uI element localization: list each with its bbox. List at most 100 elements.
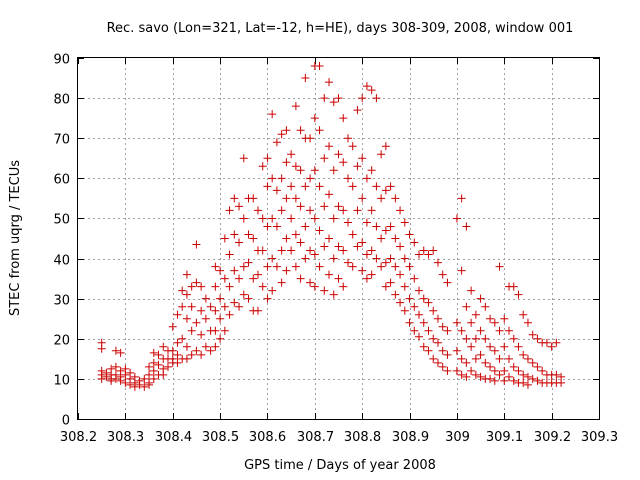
data-point — [258, 162, 267, 171]
data-point — [490, 376, 499, 385]
data-point — [182, 290, 191, 299]
data-point — [424, 298, 433, 307]
data-point — [367, 270, 376, 279]
data-point — [149, 358, 158, 367]
data-point — [467, 342, 476, 351]
data-point — [287, 182, 296, 191]
data-point — [310, 282, 319, 291]
data-point — [339, 114, 348, 123]
x-tick-label: 308.9 — [392, 430, 429, 445]
data-point — [443, 278, 452, 287]
data-point — [377, 150, 386, 159]
data-point — [348, 262, 357, 271]
y-axis-label: STEC from uqrg / TECUs — [8, 160, 23, 316]
data-point — [424, 250, 433, 259]
data-point — [320, 94, 329, 103]
data-point — [400, 254, 409, 263]
data-point — [149, 374, 158, 383]
data-point — [182, 342, 191, 351]
data-point — [306, 134, 315, 143]
x-tick-label: 308.4 — [155, 430, 192, 445]
data-point — [230, 194, 239, 203]
data-point — [358, 238, 367, 247]
data-point — [211, 342, 220, 351]
data-point — [291, 162, 300, 171]
data-point — [306, 206, 315, 215]
data-point — [211, 282, 220, 291]
data-point — [277, 206, 286, 215]
data-point — [523, 318, 532, 327]
data-point — [362, 218, 371, 227]
data-point — [386, 222, 395, 231]
data-point — [552, 370, 561, 379]
data-point — [509, 362, 518, 371]
data-point — [377, 234, 386, 243]
data-point — [211, 326, 220, 335]
data-point — [310, 214, 319, 223]
data-point — [343, 174, 352, 183]
data-point — [315, 126, 324, 135]
data-point — [230, 298, 239, 307]
data-point — [509, 282, 518, 291]
data-point — [343, 218, 352, 227]
x-tick-label: 308.8 — [344, 430, 381, 445]
data-point — [253, 306, 262, 315]
data-point — [410, 326, 419, 335]
data-point — [362, 250, 371, 259]
data-point — [452, 346, 461, 355]
data-point — [533, 376, 542, 385]
data-point — [249, 274, 258, 283]
data-point — [230, 266, 239, 275]
data-point — [410, 238, 419, 247]
data-point — [258, 282, 267, 291]
data-point — [500, 314, 509, 323]
data-point — [523, 354, 532, 363]
data-point — [381, 282, 390, 291]
data-point — [438, 322, 447, 331]
data-point — [405, 318, 414, 327]
data-point — [486, 342, 495, 351]
data-point — [467, 318, 476, 327]
data-point — [505, 372, 514, 381]
data-point — [159, 342, 168, 351]
data-point — [277, 278, 286, 287]
data-point — [192, 278, 201, 287]
data-point — [429, 334, 438, 343]
data-point — [481, 302, 490, 311]
data-point — [353, 206, 362, 215]
data-point — [306, 246, 315, 255]
data-point — [462, 358, 471, 367]
data-point — [381, 142, 390, 151]
data-point — [277, 174, 286, 183]
data-point — [182, 270, 191, 279]
data-point — [528, 358, 537, 367]
x-tick-label: 308.3 — [107, 430, 144, 445]
data-point — [514, 290, 523, 299]
data-point — [391, 290, 400, 299]
data-point — [329, 254, 338, 263]
data-point — [467, 366, 476, 375]
data-point — [249, 194, 258, 203]
data-point — [296, 238, 305, 247]
data-point — [519, 310, 528, 319]
data-point — [429, 306, 438, 315]
data-point — [258, 214, 267, 223]
data-point — [126, 380, 135, 389]
data-point — [542, 338, 551, 347]
y-tick-label: 40 — [53, 254, 70, 269]
data-point — [173, 310, 182, 319]
data-point — [500, 342, 509, 351]
y-tick-labels: 0 10 20 30 40 50 60 70 80 90 — [53, 53, 70, 429]
data-point — [481, 358, 490, 367]
data-point — [358, 266, 367, 275]
data-point — [301, 254, 310, 263]
data-point — [206, 302, 215, 311]
data-point — [282, 266, 291, 275]
data-point — [315, 62, 324, 71]
data-point — [154, 360, 163, 369]
data-point — [263, 294, 272, 303]
data-point — [514, 342, 523, 351]
data-point — [386, 254, 395, 263]
data-point — [268, 214, 277, 223]
